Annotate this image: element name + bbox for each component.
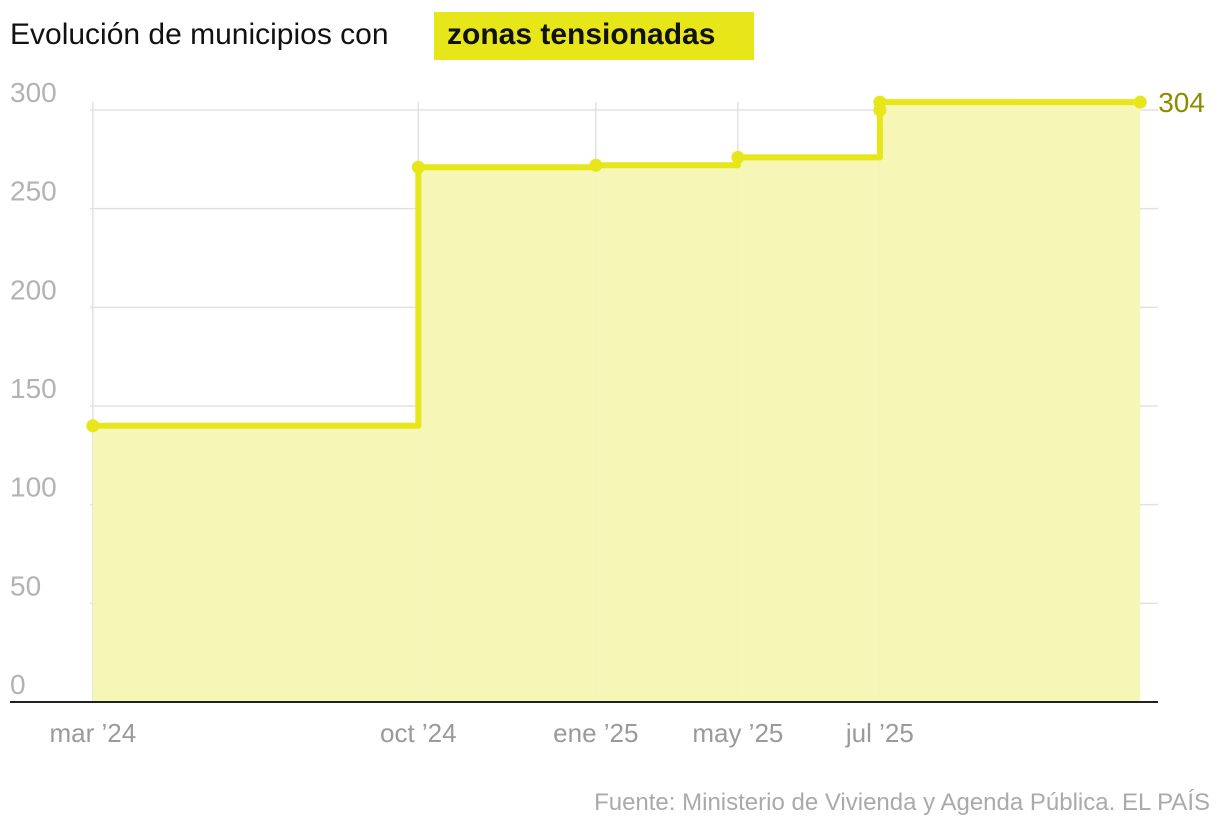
x-tick-label: jul ’25: [845, 718, 914, 748]
point: [1133, 95, 1147, 109]
title-highlight-box: [434, 12, 754, 60]
area: [92, 425, 419, 702]
y-tick-label: 200: [10, 274, 57, 305]
area: [879, 102, 1141, 702]
y-tick-label: 150: [10, 373, 57, 404]
chart-title: Evolución de municipios con: [10, 18, 389, 51]
point: [873, 95, 887, 109]
y-tick-label: 50: [10, 570, 41, 601]
plot: 304: [10, 87, 1205, 703]
end-value-label: 304: [1158, 87, 1205, 118]
point: [589, 158, 603, 172]
x-tick-label: ene ’25: [553, 718, 638, 748]
y-tick-label: 300: [10, 77, 57, 108]
source-note: Fuente: Ministerio de Vivienda y Agenda …: [594, 789, 1210, 816]
point: [411, 160, 425, 174]
y-tick-label: 0: [10, 669, 26, 700]
area: [595, 165, 738, 703]
area: [418, 167, 596, 702]
x-tick-label: oct ’24: [380, 718, 457, 748]
x-tick-label: mar ’24: [49, 718, 136, 748]
chart-title-highlight: zonas tensionadas: [447, 18, 715, 51]
point: [86, 419, 100, 433]
y-tick-label: 250: [10, 176, 57, 207]
y-tick-label: 100: [10, 472, 57, 503]
x-tick-label: may ’25: [692, 718, 783, 748]
point: [731, 150, 745, 164]
area: [737, 157, 880, 703]
